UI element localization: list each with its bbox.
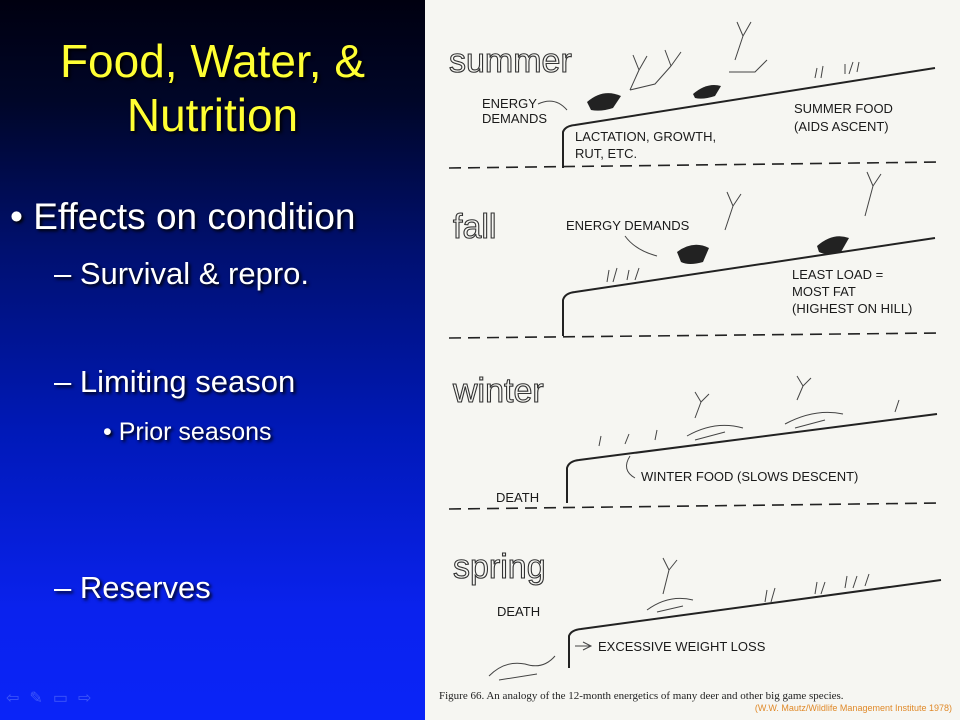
pen-icon[interactable]: ✎: [29, 690, 43, 707]
season-label-spring: spring: [453, 548, 546, 586]
fall-load-label-3: (HIGHEST ON HILL): [792, 301, 912, 316]
title-line-1: Food, Water, &: [59, 35, 366, 87]
summer-lactation-label-1: LACTATION, GROWTH,: [575, 129, 716, 144]
winter-food-label: WINTER FOOD (SLOWS DESCENT): [641, 469, 858, 484]
summer-lactation-label-2: RUT, ETC.: [575, 146, 637, 161]
fall-slope: [562, 237, 936, 336]
season-label-fall: fall: [453, 208, 496, 246]
energetics-figure: summer ENERGY DEMANDS LACTATION, GROWTH,…: [425, 0, 960, 720]
fall-deer-outline: [724, 171, 882, 231]
fall-energy-arrow: [624, 235, 658, 257]
summer-baseline: [448, 161, 941, 169]
summer-energy-arrow: [537, 100, 568, 111]
slide-nav-controls: ⇦ ✎ ▭ ⇨: [6, 690, 91, 708]
summer-energy-label-1: ENERGY: [482, 96, 537, 111]
bullet-prior-seasons: • Prior seasons: [103, 418, 272, 446]
bullet-effects-on-condition: • Effects on condition: [10, 196, 356, 237]
winter-deer-lying-1: [686, 424, 744, 441]
fall-deer-sketch: [606, 171, 882, 283]
bullet-limiting-season: – Limiting season: [54, 364, 296, 399]
fall-deer-leaping: [817, 236, 849, 254]
fall-plants: [606, 267, 640, 283]
spring-plants: [764, 573, 870, 603]
figure-credit: (W.W. Mautz/Wildlife Management Institut…: [755, 703, 952, 713]
fall-baseline: [448, 332, 941, 339]
summer-slope: [562, 67, 936, 168]
winter-food-arrow: [625, 455, 636, 479]
figure-caption: Figure 66. An analogy of the 12-month en…: [439, 690, 844, 702]
spring-loss-arrow: [575, 641, 593, 651]
summer-plants: [814, 61, 860, 79]
fall-load-label-1: LEAST LOAD =: [792, 267, 883, 282]
winter-slope: [566, 413, 938, 503]
spring-slope: [568, 579, 942, 668]
forward-arrow-icon[interactable]: ⇨: [77, 690, 92, 707]
spring-dead-deer: [488, 655, 556, 681]
bullet-reserves: – Reserves: [54, 570, 211, 605]
winter-deer-antlers: [694, 375, 812, 419]
energetics-figure-svg: summer ENERGY DEMANDS LACTATION, GROWTH,…: [439, 21, 952, 713]
summer-deer-outline: [629, 49, 682, 91]
spring-deer-antlers: [662, 557, 678, 595]
summer-deer-leaping: [693, 85, 721, 99]
season-label-summer: summer: [449, 42, 572, 80]
summer-food-label-2: (AIDS ASCENT): [794, 119, 889, 134]
season-label-winter: winter: [452, 372, 544, 410]
slide-title: Food, Water, & Nutrition: [0, 34, 425, 142]
summer-energy-label-2: DEMANDS: [482, 111, 547, 126]
title-line-2: Nutrition: [126, 89, 299, 141]
fall-energy-label: ENERGY DEMANDS: [566, 218, 690, 233]
summer-food-label-1: SUMMER FOOD: [794, 101, 893, 116]
summer-deer-standing: [729, 21, 768, 73]
spring-deer-sketch: [488, 557, 870, 681]
winter-baseline: [448, 502, 941, 510]
back-arrow-icon[interactable]: ⇦: [6, 690, 20, 707]
bullet-survival-repro: – Survival & repro.: [54, 256, 309, 291]
winter-plants: [598, 399, 900, 447]
winter-death-label: DEATH: [496, 490, 539, 505]
spring-loss-label: EXCESSIVE WEIGHT LOSS: [598, 639, 766, 654]
spring-deer-lying: [646, 597, 694, 613]
winter-deer-sketch: [598, 375, 900, 447]
slide-text-panel: Food, Water, & Nutrition • Effects on co…: [0, 0, 425, 720]
summer-deer-sketch: [587, 21, 860, 111]
fall-deer-body: [677, 244, 709, 264]
winter-deer-lying-2: [784, 411, 844, 429]
fall-load-label-2: MOST FAT: [792, 284, 856, 299]
menu-icon[interactable]: ▭: [52, 690, 68, 707]
summer-deer-body: [587, 93, 621, 111]
spring-death-label: DEATH: [497, 604, 540, 619]
